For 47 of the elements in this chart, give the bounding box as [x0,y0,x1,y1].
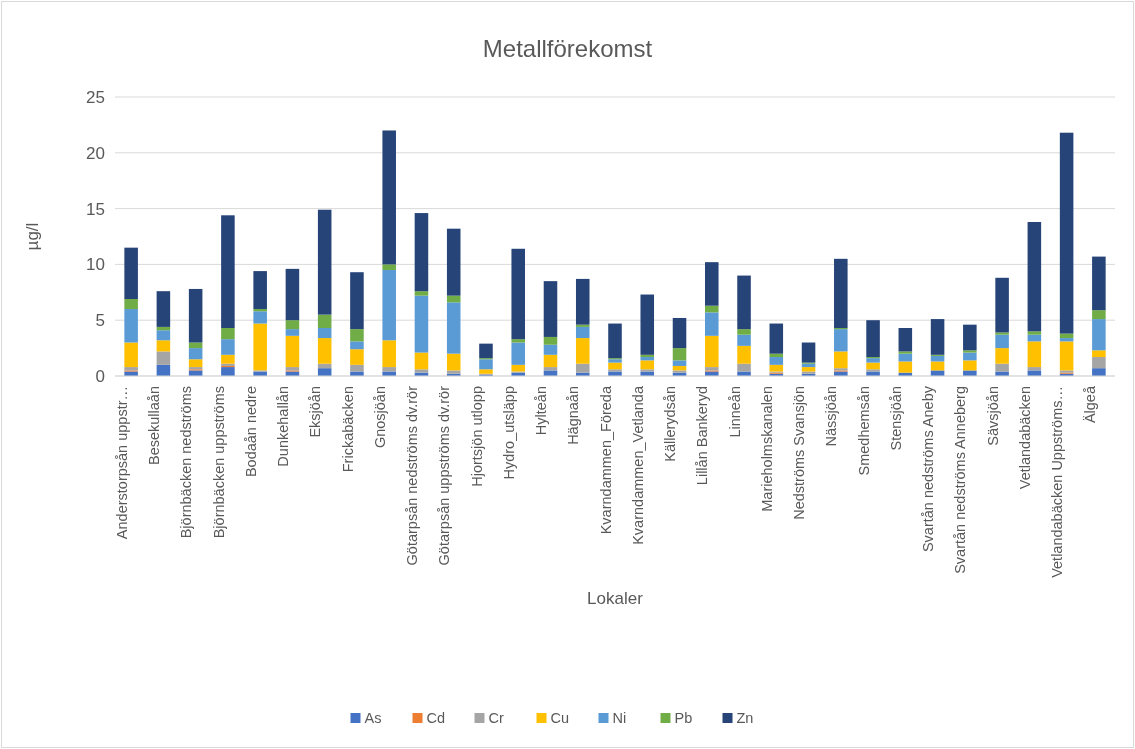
legend-label: Ni [612,710,627,726]
x-tick-label: Björnbäcken nedströms [178,386,195,539]
x-tick-label: Svartån nedströms Anneberg [952,386,969,574]
y-tick-label: 0 [95,366,105,386]
x-tick-label: Bodaån nedre [242,386,259,478]
x-tick-label: Eksjöån [307,386,324,438]
legend-label: Cu [550,710,570,726]
y-tick-label: 25 [86,87,105,107]
legend-label: As [364,710,382,726]
x-tick-label: Hydro_utsläpp [500,386,517,480]
x-tick-label: Smedhemsån [855,386,872,476]
legend-label: Pb [674,710,693,726]
x-tick-label: Källerydsån [662,386,679,462]
x-tick-label: Götarpsån nedströms dv.rör [404,385,421,566]
y-tick-label: 20 [86,143,105,163]
legend-label: Cd [426,710,446,726]
legend-label: Zn [736,710,754,726]
x-tick-label: Lillån Bankeryd [694,386,711,486]
x-tick-label: Dunkehallån [275,386,292,467]
x-tick-label: Anderstorpsån uppstr… [113,386,130,540]
x-tick-label: Vetlandabäcken [1017,386,1033,490]
x-tick-label: Hägnaån [565,386,582,445]
x-tick-label: Vetlandabäcken Uppströms… [1049,386,1066,578]
x-tick-label: Hylteån [533,386,550,436]
x-tick-label: Marieholmskanalen [758,386,775,512]
y-tick-label: 10 [86,255,105,275]
x-tick-label: Björnbäcken uppströms [210,386,227,539]
y-tick-label: 15 [86,199,105,219]
x-tick-label: Kvarndammen_Vetlanda [629,385,646,545]
x-axis-title: Lokaler [587,588,644,608]
y-tick-label: 5 [95,311,105,331]
x-tick-label: Hjortsjön utlopp [468,386,485,487]
x-tick-label: Götarpsån uppströms dv.rör [436,385,453,566]
x-tick-label: Nedströms Svansjön [791,386,808,520]
x-tick-label: Svartån nedströms Aneby [920,385,937,553]
y-axis-title: µg/l [23,222,42,251]
x-tick-label: Gnosjöån [371,386,388,449]
x-tick-label: Nässjöån [823,386,840,447]
x-tick-label: Besekullaån [146,386,163,465]
x-tick-label: Linneån [726,386,743,438]
legend-label: Cr [488,710,504,726]
x-tick-label: Sävsjöån [984,386,1001,446]
x-tick-label: Älgeå [1081,385,1098,424]
x-tick-label: Kvarndammen_Föreda [597,385,614,535]
x-tick-label: Frickabäcken [339,386,356,473]
x-tick-label: Stensjöån [887,386,904,451]
chart-title: Metallförekomst [482,35,653,62]
